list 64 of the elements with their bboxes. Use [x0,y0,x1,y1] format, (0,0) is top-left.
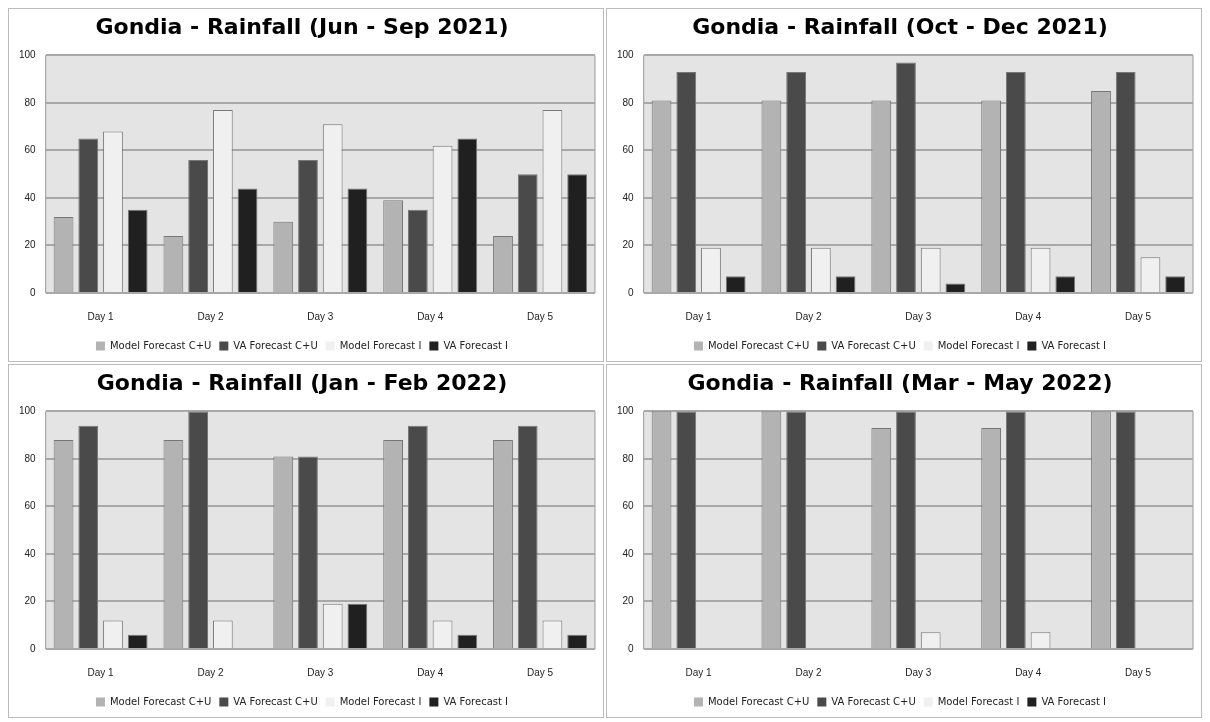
legend-label: VA Forecast C+U [233,339,318,351]
x-tick-label: Day 4 [417,310,444,322]
x-tick-label: Day 3 [905,310,932,322]
x-tick-label: Day 3 [307,666,334,678]
chart-title: Gondia - Rainfall (Mar - May 2022) [687,369,1113,395]
legend-label: VA Forecast C+U [233,695,318,707]
legend-label: Model Forecast C+U [707,695,810,707]
y-tick-label: 80 [24,96,37,108]
x-tick-label: Day 4 [417,666,444,678]
x-tick-label: Day 1 [87,666,115,678]
x-tick-label: Day 3 [905,666,932,678]
y-tick-label: 100 [19,405,37,417]
y-tick-label: 0 [628,286,635,298]
x-tick-label: Day 1 [685,310,713,322]
chart-title: Gondia - Rainfall (Jan - Feb 2022) [96,369,508,395]
y-tick-label: 80 [622,452,635,464]
y-tick-label: 0 [30,642,37,654]
legend-label: VA Forecast C+U [831,339,916,351]
x-tick-label: Day 5 [1125,310,1152,322]
y-tick-label: 100 [617,405,635,417]
legend-label: Model Forecast C+U [109,339,212,351]
y-tick-label: 60 [622,500,635,512]
legend-label: VA Forecast I [443,695,509,707]
y-tick-label: 20 [622,239,635,251]
y-tick-label: 20 [24,595,37,607]
legend-label: Model Forecast C+U [707,339,810,351]
legend-label: Model Forecast I [937,695,1020,707]
x-tick-label: Day 2 [795,310,822,322]
y-tick-label: 100 [19,49,37,61]
x-tick-label: Day 5 [527,310,554,322]
legend-label: Model Forecast I [937,339,1020,351]
legend-label: Model Forecast I [339,695,422,707]
x-tick-label: Day 5 [527,666,554,678]
legend-label: Model Forecast C+U [109,695,212,707]
legend-label: Model Forecast I [339,339,422,351]
legend-label: VA Forecast I [1041,695,1107,707]
x-tick-label: Day 5 [1125,666,1152,678]
x-tick-label: Day 2 [197,310,224,322]
y-tick-label: 20 [622,595,635,607]
x-tick-label: Day 1 [685,666,713,678]
y-tick-label: 60 [24,500,37,512]
x-tick-label: Day 4 [1015,666,1042,678]
x-tick-label: Day 4 [1015,310,1042,322]
y-tick-label: 0 [30,286,37,298]
y-tick-label: 40 [622,547,635,559]
y-tick-label: 60 [622,144,635,156]
chart-title: Gondia - Rainfall (Jun - Sep 2021) [95,13,509,39]
x-tick-label: Day 3 [307,310,334,322]
x-tick-label: Day 2 [197,666,224,678]
y-tick-label: 80 [622,96,635,108]
y-tick-label: 60 [24,144,37,156]
legend-label: VA Forecast I [1041,339,1107,351]
legend-label: VA Forecast C+U [831,695,916,707]
y-tick-label: 100 [617,49,635,61]
y-tick-label: 0 [628,642,635,654]
legend-label: VA Forecast I [443,339,509,351]
x-tick-label: Day 1 [87,310,115,322]
y-tick-label: 40 [24,191,37,203]
x-tick-label: Day 2 [795,666,822,678]
y-tick-label: 40 [24,547,37,559]
y-tick-label: 20 [24,239,37,251]
y-tick-label: 40 [622,191,635,203]
y-tick-label: 80 [24,452,37,464]
chart-title: Gondia - Rainfall (Oct - Dec 2021) [692,13,1108,39]
